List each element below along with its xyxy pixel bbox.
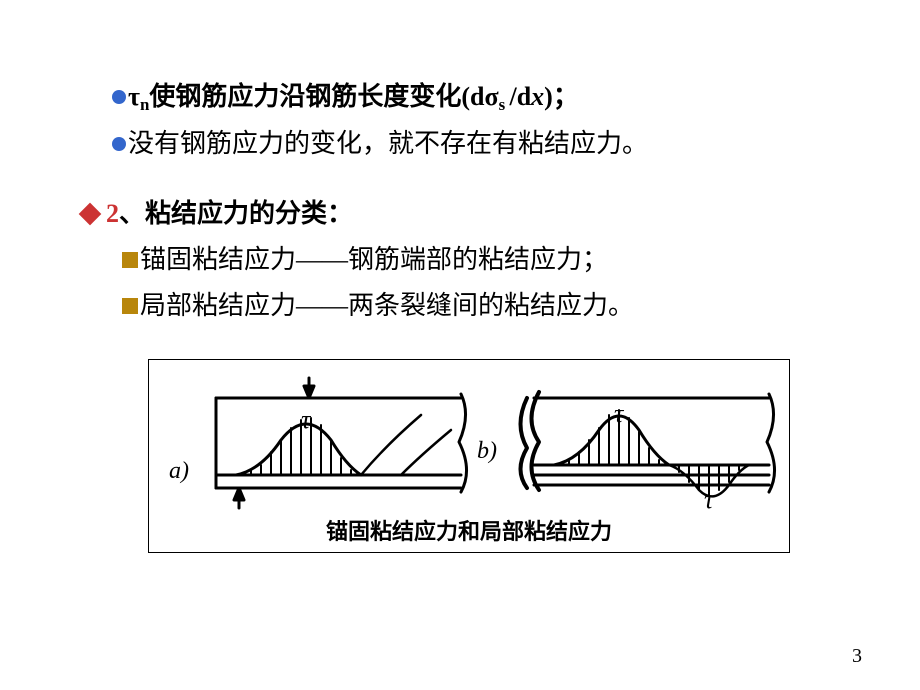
section-title: 、粘结应力的分类： <box>119 199 353 228</box>
text-1a: 使钢筋应力沿钢筋长度变化(d <box>149 82 484 111</box>
square-bullet-icon <box>122 252 138 268</box>
item2-text: 局部粘结应力——两条裂缝间的粘结应力。 <box>140 291 634 320</box>
tau-symbol: τ <box>128 82 140 111</box>
section-num: 2 <box>106 199 119 228</box>
text-2: 没有钢筋应力的变化，就不存在有粘结应力。 <box>128 129 648 158</box>
figure-row: a) τ <box>161 370 777 510</box>
bullet-line-2: 没有钢筋应力的变化，就不存在有粘结应力。 <box>60 122 860 166</box>
circle-bullet-icon <box>112 90 126 104</box>
sub-s: s <box>499 95 510 114</box>
sigma: σ <box>485 82 499 111</box>
gap <box>60 168 860 192</box>
tau-b1: τ <box>614 399 625 428</box>
section-heading: 2、粘结应力的分类： <box>60 192 860 236</box>
figure-caption: 锚固粘结应力和局部粘结应力 <box>161 514 777 546</box>
x-var: x <box>531 82 544 111</box>
label-b: b) <box>477 438 497 464</box>
sub-item-1: 锚固粘结应力——钢筋端部的粘结应力； <box>60 238 860 282</box>
text-1b: )； <box>544 82 579 111</box>
sub-item-2: 局部粘结应力——两条裂缝间的粘结应力。 <box>60 284 860 328</box>
page-number: 3 <box>852 645 862 668</box>
diagram-b: b) τ τ <box>469 370 777 510</box>
item1-text: 锚固粘结应力——钢筋端部的粘结应力； <box>140 245 608 274</box>
sub-n: n <box>140 95 149 114</box>
slide-content: τn使钢筋应力沿钢筋长度变化(dσs /dx)； 没有钢筋应力的变化，就不存在有… <box>0 0 920 553</box>
diagram-a: a) τ <box>161 370 469 510</box>
square-bullet-icon <box>122 298 138 314</box>
circle-bullet-icon <box>112 137 126 151</box>
figure-container: a) τ <box>148 359 790 553</box>
slash-d: /d <box>509 82 531 111</box>
diamond-bullet-icon <box>79 203 102 226</box>
bullet-line-1: τn使钢筋应力沿钢筋长度变化(dσs /dx)； <box>60 75 860 120</box>
label-a: a) <box>169 458 189 484</box>
